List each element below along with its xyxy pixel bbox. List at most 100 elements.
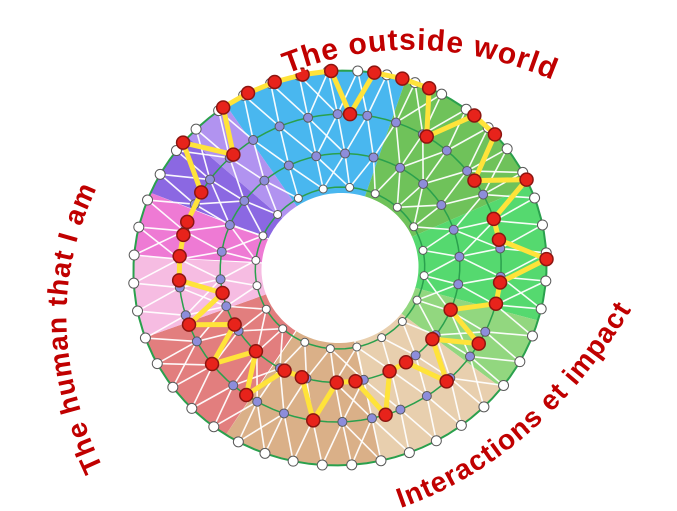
node-A-1 [345, 182, 355, 192]
node-A-3 [392, 202, 402, 212]
node-D-40 [190, 123, 202, 135]
highlight-node-0 [180, 214, 195, 230]
node-D-24 [316, 459, 328, 471]
highlight-node-35 [239, 387, 254, 403]
highlight-node-8 [323, 63, 339, 79]
node-D-13 [540, 275, 552, 287]
node-C-20 [279, 408, 290, 419]
node-A-13 [278, 324, 288, 334]
highlight-node-33 [294, 370, 310, 385]
node-D-5 [436, 88, 448, 100]
node-D-34 [128, 277, 140, 289]
node-B-2 [368, 152, 379, 163]
highlight-node-21 [492, 275, 508, 290]
node-A-16 [251, 255, 261, 265]
node-D-25 [287, 455, 299, 467]
node-B-0 [311, 151, 322, 162]
node-A-5 [418, 245, 428, 255]
highlight-node-24 [471, 336, 486, 351]
highlight-node-25 [425, 331, 440, 347]
highlight-node-1 [194, 185, 209, 200]
sector-magenta [134, 192, 268, 263]
node-D-20 [430, 435, 442, 447]
highlight-node-43 [176, 227, 191, 243]
node-C-6 [462, 165, 473, 176]
highlight-node-28 [382, 364, 397, 379]
node-D-26 [259, 447, 271, 459]
highlight-node-34 [277, 363, 292, 378]
node-C-13 [465, 351, 476, 362]
node-D-32 [139, 332, 151, 344]
highlight-node-13 [419, 129, 434, 144]
highlight-node-36 [248, 343, 264, 359]
highlight-node-5 [240, 85, 256, 101]
node-A-9 [377, 333, 387, 343]
node-D-37 [142, 194, 154, 206]
node-C-15 [421, 391, 432, 402]
highlight-node-9 [342, 106, 358, 122]
node-D-30 [167, 381, 179, 393]
node-D-27 [232, 436, 244, 448]
highlight-node-27 [398, 355, 414, 370]
node-D-11 [536, 219, 548, 231]
highlight-node-26 [439, 374, 454, 389]
highlight-node-3 [226, 147, 241, 162]
node-A-18 [273, 209, 283, 219]
highlight-node-19 [491, 232, 507, 247]
node-B-7 [454, 251, 465, 262]
highlight-node-12 [421, 80, 437, 96]
node-A-0 [318, 184, 328, 194]
node-C-22 [228, 380, 239, 391]
node-A-14 [261, 304, 271, 314]
node-B-22 [224, 220, 235, 231]
label-human-that-i-am: The human that I am [41, 177, 108, 478]
node-B-3 [395, 162, 406, 173]
highlight-node-32 [305, 413, 321, 428]
node-D-38 [154, 168, 166, 180]
node-C-3 [390, 117, 401, 128]
node-D-2 [352, 65, 364, 77]
node-B-1 [340, 148, 351, 159]
highlight-node-6 [267, 74, 282, 90]
highlight-node-15 [487, 127, 503, 142]
highlight-node-37 [204, 356, 220, 372]
node-C-2 [362, 110, 373, 121]
highlight-node-11 [395, 71, 410, 86]
highlight-node-40 [215, 285, 230, 301]
highlight-layer [171, 63, 554, 428]
node-B-6 [448, 224, 459, 235]
highlight-node-7 [295, 67, 310, 82]
node-A-7 [412, 295, 422, 305]
node-A-17 [258, 231, 268, 241]
node-B-4 [418, 178, 429, 189]
sector-pink-light [133, 256, 266, 338]
node-A-12 [300, 337, 310, 347]
highlight-node-2 [175, 135, 191, 150]
node-D-8 [501, 143, 513, 155]
node-C-16 [395, 404, 406, 415]
node-C-5 [441, 145, 452, 156]
node-D-21 [403, 447, 415, 459]
node-B-11 [410, 350, 421, 361]
highlight-node-18 [486, 211, 501, 227]
node-C-12 [480, 326, 491, 337]
node-C-1 [332, 109, 343, 120]
node-B-5 [436, 200, 447, 211]
highlight-node-17 [519, 172, 534, 187]
node-D-22 [375, 455, 387, 467]
node-D-16 [514, 356, 526, 368]
node-C-21 [252, 396, 263, 407]
node-B-24 [259, 175, 270, 186]
node-A-19 [293, 193, 303, 203]
node-B-25 [283, 160, 294, 171]
node-B-21 [216, 246, 227, 257]
node-D-15 [526, 330, 538, 342]
node-B-23 [239, 195, 250, 206]
node-D-14 [535, 303, 547, 315]
node-A-15 [252, 281, 262, 291]
highlight-node-22 [488, 296, 504, 311]
highlight-node-42 [172, 248, 187, 264]
highlight-node-10 [367, 65, 382, 80]
